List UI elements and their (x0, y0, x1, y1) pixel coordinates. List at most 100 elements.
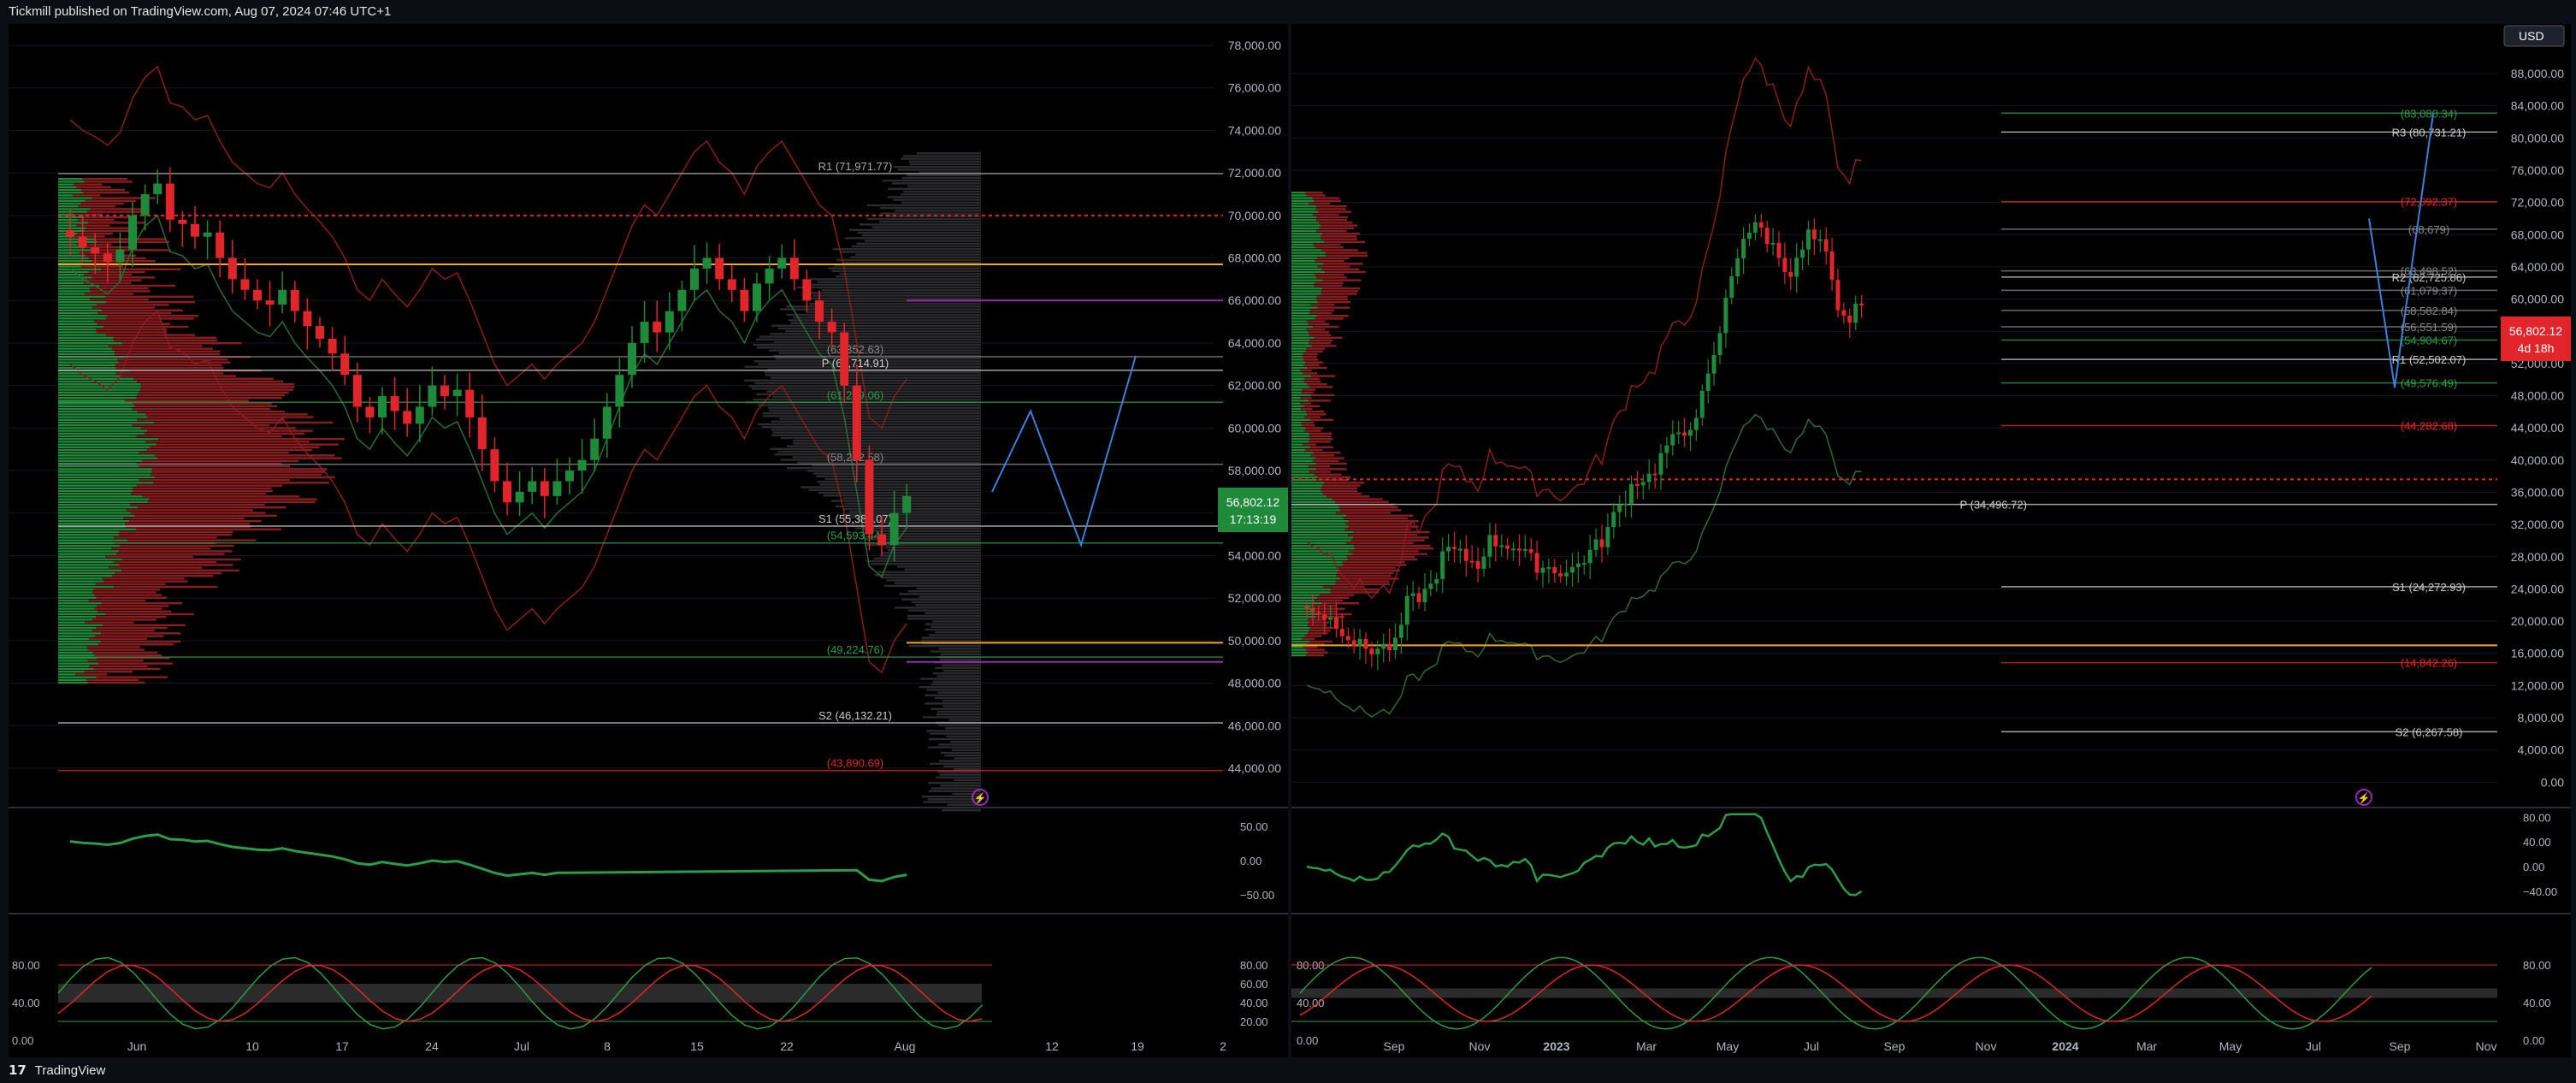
left-profile-bar-up (58, 596, 97, 599)
left-lightning-icon[interactable] (972, 789, 989, 806)
left-right-profile-bar (939, 659, 981, 661)
left-candle-body (877, 534, 886, 546)
right-candle-body (1841, 310, 1846, 316)
left-profile-bar-down (121, 569, 239, 571)
right-profile-bar-down (1315, 281, 1344, 284)
currency-button[interactable] (2503, 25, 2565, 47)
left-candle-body (727, 279, 736, 290)
left-candle-body (602, 406, 612, 439)
right-chart-panel[interactable]: (83,080.34) R3 (80,731.21) (72,092.37) (68,… (1291, 24, 2571, 1057)
right-profile-bar-down (1306, 320, 1326, 323)
left-right-profile-bar (862, 536, 981, 538)
left-profile-bar-down (73, 194, 101, 197)
left-last-price: 56,802.12 (1226, 495, 1279, 509)
right-profile-bar-up (1291, 454, 1311, 457)
right-profile-bar-up (1291, 438, 1310, 441)
left-candle-body (365, 406, 375, 417)
right-profile-bar-up (1291, 383, 1308, 386)
right-profile-bar-down (1308, 632, 1328, 635)
left-right-profile-bar (847, 522, 981, 524)
right-price-tick: 24,000.00 (2511, 582, 2564, 595)
right-profile-bar-down (1303, 646, 1318, 648)
left-right-profile-bar (940, 653, 981, 655)
left-profile-bar-down (111, 547, 211, 550)
left-right-profile-bar (928, 790, 981, 792)
left-profile-bar-down (145, 413, 308, 416)
right-profile-bar-down (1313, 213, 1339, 216)
right-profile-bar-down (1304, 405, 1320, 407)
right-profile-bar-down (1301, 421, 1315, 424)
right-profile-bar-down (1316, 276, 1347, 279)
left-candle-body (240, 279, 250, 290)
left-right-profile-bar (908, 160, 981, 163)
left-right-profile-bar (938, 743, 981, 746)
left-profile-bar-up (58, 657, 97, 660)
right-price-tick: 20,000.00 (2511, 614, 2564, 628)
right-profile-bar-up (1291, 361, 1306, 364)
left-price-tick: 44,000.00 (1228, 761, 1281, 775)
left-profile-bar-down (150, 473, 322, 476)
right-candle-body (1493, 535, 1498, 547)
left-right-profile-bar (763, 415, 981, 417)
right-time-tick: May (2219, 1039, 2242, 1053)
left-rsi-pane: 50.00 0.00 −50.00 (69, 820, 1274, 902)
left-right-profile-bar (928, 746, 981, 749)
left-right-profile-bar (901, 157, 981, 160)
left-time-tick: 22 (780, 1039, 794, 1053)
right-profile-bar-down (1300, 402, 1311, 405)
left-profile-bar-down (103, 580, 188, 583)
left-profile-bar-down (98, 643, 174, 646)
left-right-profile-bar (762, 426, 981, 429)
left-right-profile-bar (884, 546, 981, 549)
left-profile-bar-up (58, 571, 115, 575)
right-profile-bar-down (1308, 331, 1330, 334)
left-right-profile-bar (931, 683, 981, 686)
right-profile-bar-up (1291, 421, 1302, 424)
left-profile-bar-up (58, 616, 97, 618)
left-right-profile-bar (866, 217, 981, 221)
right-level-label: (72,092.37) (2401, 196, 2458, 209)
left-profile-bar-down (96, 616, 166, 618)
left-right-profile-bar (810, 278, 981, 281)
left-levels: R1 (71,971.77)(63,352.63)P (62,714.91)(6… (58, 160, 1223, 772)
left-profile-bar-up (58, 640, 102, 643)
right-profile-bar-up (1291, 630, 1309, 632)
left-profile-bar-down (87, 279, 142, 281)
right-level-label: (49,576.49) (2401, 377, 2458, 390)
right-profile-bar-down (1320, 489, 1358, 493)
left-candle-body (827, 322, 836, 333)
right-profile-bar-up (1291, 654, 1307, 657)
right-time-tick: 2024 (2052, 1039, 2078, 1053)
right-last-price-tag (2501, 317, 2571, 361)
left-profile-bar-up (58, 523, 126, 525)
right-profile-bar-up (1291, 589, 1332, 591)
right-candle-body (1664, 445, 1669, 453)
left-stoch-tick-left: 0.00 (12, 1034, 33, 1047)
right-profile-bar-up (1291, 281, 1315, 284)
left-right-profile-bar (921, 796, 981, 798)
left-right-profile-bar (753, 399, 981, 401)
right-stoch-tick: 0.00 (2523, 1034, 2544, 1047)
left-chart-panel[interactable]: R1 (71,971.77)(63,352.63)P (62,714.91)(6… (9, 24, 1288, 1057)
right-rsi-tick: 80.00 (2523, 811, 2551, 824)
left-profile-bar-up (58, 594, 95, 596)
right-time-tick: Sep (1384, 1039, 1405, 1053)
right-lightning-icon[interactable] (2355, 789, 2372, 806)
left-right-profile-bar (841, 251, 981, 253)
right-price-tick: 76,000.00 (2511, 163, 2564, 177)
right-profile-bar-down (1317, 265, 1350, 268)
right-profile-bar-down (1344, 528, 1411, 530)
left-candle-body (690, 268, 699, 290)
right-profile-bar-up (1291, 525, 1349, 528)
right-profile-bar-up (1291, 323, 1309, 325)
left-candle-body (140, 193, 150, 216)
left-right-profile-bar (909, 163, 981, 166)
right-profile-bar-up (1291, 479, 1317, 482)
right-profile-bar-up (1291, 489, 1321, 493)
right-profile-bar-up (1291, 402, 1301, 405)
currency-label: USD (2519, 29, 2544, 43)
right-profile-bar-up (1291, 317, 1315, 320)
left-candle-body (540, 481, 549, 496)
right-profile-bar-down (1323, 585, 1363, 589)
left-profile-bar-up (58, 188, 82, 192)
